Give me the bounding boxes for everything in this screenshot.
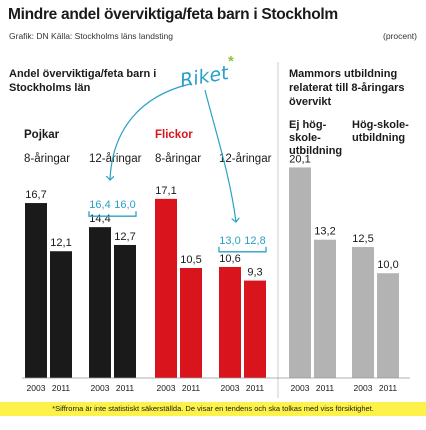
- bar-value-label: 12,5: [352, 233, 373, 245]
- right-section-title: Mammors utbildning relaterat till 8-årin…: [289, 68, 405, 108]
- bar-value-label: 16,7: [25, 189, 46, 201]
- arrow-to-boys-national: [110, 83, 191, 180]
- x-tick-label: 2003: [91, 383, 110, 393]
- footnote: *Siffrorna är inte statistiskt säkerstäl…: [0, 402, 426, 416]
- group-girls: Flickor: [155, 129, 193, 141]
- group-boys: Pojkar: [24, 129, 60, 141]
- bar-value-label: 20,1: [289, 153, 310, 165]
- bar-1-0: [89, 227, 111, 378]
- bar-2-0: [155, 198, 177, 378]
- x-tick-label: 2003: [291, 383, 310, 393]
- credits: Grafik: DN Källa: Stockholms läns landst…: [9, 31, 173, 41]
- bar-value-label: 10,0: [377, 259, 398, 271]
- x-tick-label: 2011: [182, 383, 201, 393]
- x-tick-label: 2003: [354, 383, 373, 393]
- bar-2-1: [180, 268, 202, 378]
- unit-label: (procent): [382, 31, 417, 41]
- x-tick-label: 2003: [221, 383, 240, 393]
- girls-age12-label: 12-åringar: [219, 153, 272, 165]
- x-tick-label: 2003: [27, 383, 46, 393]
- bar-value-label: 12,7: [114, 231, 135, 243]
- national-value-label: 13,0: [219, 235, 240, 247]
- bar-3-1: [244, 280, 266, 378]
- degree-label: Hög-skole-utbildning: [352, 119, 409, 144]
- chart-title: Mindre andel överviktiga/feta barn i Sto…: [8, 6, 338, 23]
- national-value-label: 16,0: [114, 199, 135, 211]
- arrow-to-girls-national: [204, 89, 236, 222]
- x-tick-label: 2011: [246, 383, 265, 393]
- bar-5-1: [377, 273, 399, 378]
- asterisk-mark: *: [228, 53, 234, 70]
- bar-0-1: [50, 251, 72, 378]
- bar-value-label: 9,3: [247, 267, 262, 279]
- national-bracket: [218, 246, 267, 253]
- girls-age8-label: 8-åringar: [155, 153, 202, 165]
- bar-value-label: 12,1: [50, 237, 71, 249]
- bar-value-label: 10,5: [180, 254, 201, 266]
- x-tick-label: 2011: [52, 383, 71, 393]
- x-tick-label: 2011: [379, 383, 398, 393]
- national-bracket: [88, 211, 137, 217]
- national-value-label: 12,8: [244, 235, 265, 247]
- no-degree-label: Ej hög-skole-utbildning: [289, 119, 343, 157]
- bar-0-0: [25, 203, 47, 378]
- boys-age8-label: 8-åringar: [24, 153, 71, 165]
- bar-4-0: [289, 167, 311, 378]
- bar-value-label: 17,1: [155, 185, 176, 197]
- bar-1-1: [114, 244, 136, 378]
- bar-value-label: 10,6: [219, 253, 240, 265]
- x-tick-label: 2011: [316, 383, 335, 393]
- bar-value-label: 13,2: [314, 226, 335, 238]
- x-tick-label: 2003: [157, 383, 176, 393]
- national-value-label: 16,4: [89, 199, 110, 211]
- bar-5-0: [352, 247, 374, 378]
- bar-4-1: [314, 239, 336, 378]
- bar-value-label: 14,4: [89, 213, 110, 225]
- left-section-title: Andel överviktiga/feta barn i Stockholms…: [9, 68, 157, 94]
- boys-age12-label: 12-åringar: [89, 153, 142, 165]
- x-tick-label: 2011: [116, 383, 135, 393]
- bar-3-0: [219, 266, 241, 378]
